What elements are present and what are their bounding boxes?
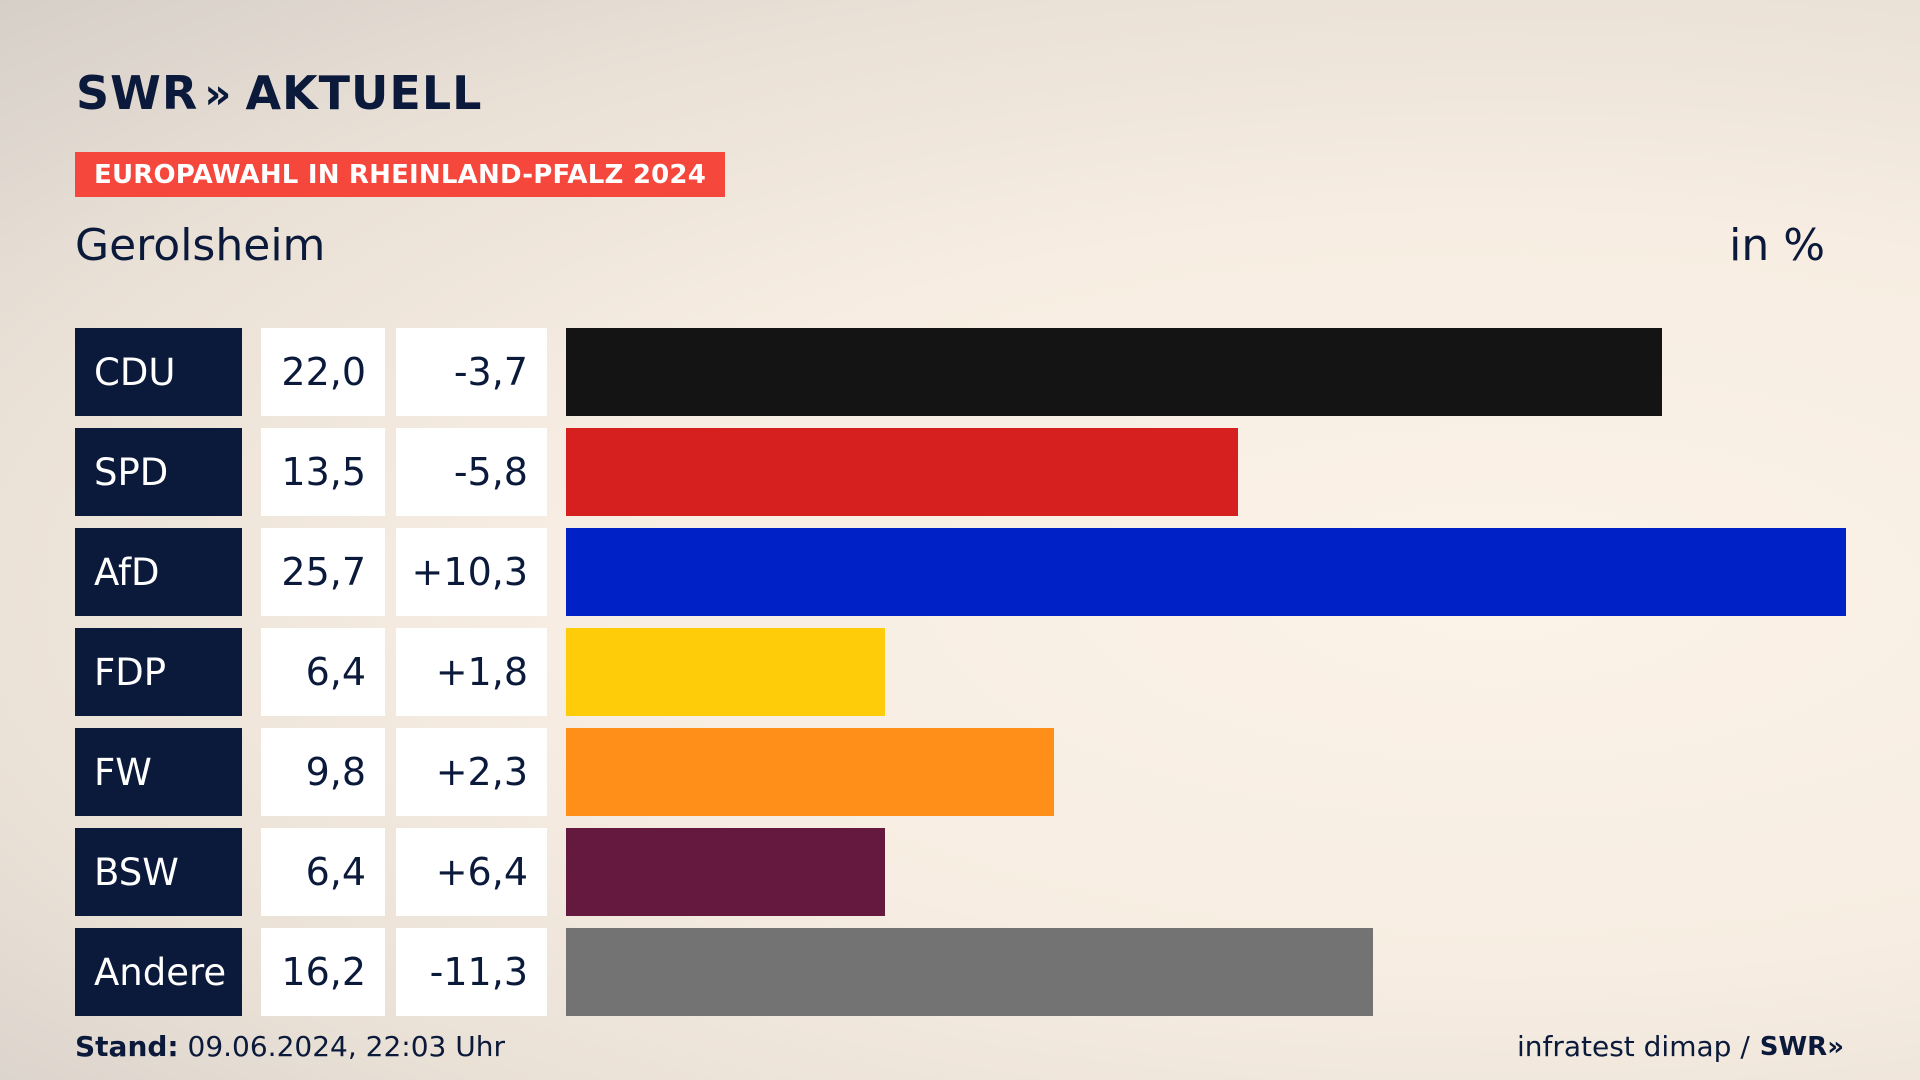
swr-aktuell-logo: SWR » AKTUELL	[76, 66, 482, 120]
result-bar	[566, 328, 1662, 416]
swr-mini-logo: SWR»	[1759, 1031, 1844, 1062]
result-bar	[566, 828, 885, 916]
election-banner: EUROPAWAHL IN RHEINLAND-PFALZ 2024	[75, 152, 725, 197]
logo-aktuell-text: AKTUELL	[245, 66, 483, 120]
unit-label: in %	[1729, 220, 1825, 271]
vote-share-value: 9,8	[261, 728, 385, 816]
vote-share-value: 13,5	[261, 428, 385, 516]
vote-change-value: -5,8	[396, 428, 547, 516]
vote-change-value: +10,3	[396, 528, 547, 616]
party-label: Andere	[75, 928, 242, 1016]
logo-chevron-icon: »	[204, 68, 231, 118]
result-row: BSW 6,4 +6,4	[75, 828, 1855, 916]
vote-share-value: 16,2	[261, 928, 385, 1016]
party-label: SPD	[75, 428, 242, 516]
party-label: FW	[75, 728, 242, 816]
source-text: infratest dimap /	[1516, 1030, 1750, 1063]
result-bar	[566, 628, 885, 716]
place-title: Gerolsheim	[75, 220, 326, 271]
result-bar	[566, 728, 1054, 816]
source-credit: infratest dimap / SWR»	[1517, 1030, 1844, 1063]
party-label: AfD	[75, 528, 242, 616]
result-row: FW 9,8 +2,3	[75, 728, 1855, 816]
result-bar	[566, 928, 1373, 1016]
timestamp: Stand: 09.06.2024, 22:03 Uhr	[75, 1030, 505, 1063]
vote-change-value: +1,8	[396, 628, 547, 716]
result-row: SPD 13,5 -5,8	[75, 428, 1855, 516]
vote-change-value: -3,7	[396, 328, 547, 416]
result-row: Andere 16,2 -11,3	[75, 928, 1855, 1016]
result-row: CDU 22,0 -3,7	[75, 328, 1855, 416]
vote-share-value: 25,7	[261, 528, 385, 616]
vote-share-value: 6,4	[261, 828, 385, 916]
result-row: FDP 6,4 +1,8	[75, 628, 1855, 716]
vote-share-value: 22,0	[261, 328, 385, 416]
vote-change-value: +2,3	[396, 728, 547, 816]
result-bar	[566, 528, 1846, 616]
logo-swr-text: SWR	[76, 66, 199, 120]
party-label: CDU	[75, 328, 242, 416]
vote-change-value: -11,3	[396, 928, 547, 1016]
vote-share-value: 6,4	[261, 628, 385, 716]
result-bar	[566, 428, 1238, 516]
stand-label: Stand:	[75, 1030, 179, 1063]
vote-change-value: +6,4	[396, 828, 547, 916]
stand-value: 09.06.2024, 22:03 Uhr	[178, 1030, 505, 1063]
party-label: FDP	[75, 628, 242, 716]
party-label: BSW	[75, 828, 242, 916]
result-row: AfD 25,7 +10,3	[75, 528, 1855, 616]
